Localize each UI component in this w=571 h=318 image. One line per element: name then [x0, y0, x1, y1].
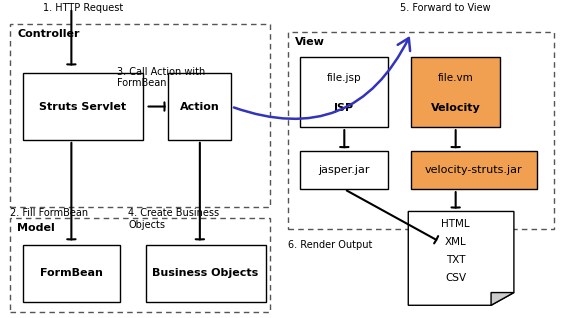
Text: View: View	[295, 37, 325, 46]
Text: Business Objects: Business Objects	[152, 268, 259, 279]
Bar	[23, 245, 120, 302]
Bar	[411, 57, 500, 127]
Text: 3. Call Action with
FormBean: 3. Call Action with FormBean	[117, 67, 206, 88]
Text: JSP: JSP	[334, 103, 354, 113]
Text: velocity-struts.jar: velocity-struts.jar	[425, 165, 522, 175]
Text: Action: Action	[180, 101, 220, 112]
Text: 1. HTTP Request: 1. HTTP Request	[43, 3, 123, 13]
Polygon shape	[408, 211, 514, 305]
Bar	[300, 57, 388, 127]
Text: 4. Create Business
Objects: 4. Create Business Objects	[128, 208, 220, 230]
Text: 5. Forward to View: 5. Forward to View	[400, 3, 490, 13]
Bar	[168, 73, 231, 140]
Text: Model: Model	[17, 223, 55, 232]
Text: 6. Render Output: 6. Render Output	[288, 240, 373, 250]
Bar	[288, 32, 554, 229]
Bar	[10, 24, 270, 207]
Text: Controller: Controller	[17, 29, 79, 38]
Text: 2. Fill FormBean: 2. Fill FormBean	[10, 208, 89, 218]
Text: Velocity: Velocity	[431, 103, 480, 113]
Text: Struts Servlet: Struts Servlet	[39, 101, 126, 112]
FancyArrowPatch shape	[234, 38, 410, 119]
Text: file.jsp: file.jsp	[327, 73, 361, 83]
Text: jasper.jar: jasper.jar	[318, 165, 370, 175]
Bar	[146, 245, 266, 302]
Bar	[300, 151, 388, 189]
Text: HTML
XML
TXT
CSV: HTML XML TXT CSV	[441, 219, 470, 283]
Bar	[10, 218, 270, 312]
Bar	[23, 73, 143, 140]
Polygon shape	[491, 293, 514, 305]
Text: FormBean: FormBean	[40, 268, 103, 279]
Bar	[411, 151, 537, 189]
Text: file.vm: file.vm	[437, 73, 473, 83]
